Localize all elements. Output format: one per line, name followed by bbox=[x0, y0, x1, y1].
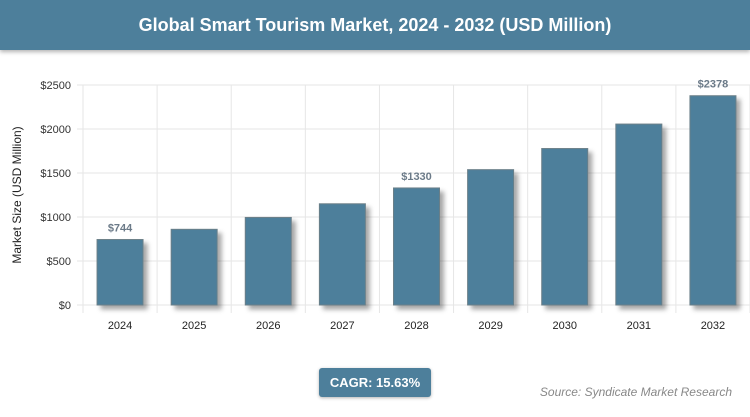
y-tick-label: $500 bbox=[47, 256, 71, 268]
y-tick-label: $2000 bbox=[40, 124, 71, 136]
x-tick-label: 2031 bbox=[627, 320, 651, 332]
bar-2024 bbox=[96, 239, 144, 306]
x-tick-label: 2026 bbox=[256, 320, 280, 332]
bar-chart: $0 $500 $1000 $1500 $2000 $2500 Market Size (U… bbox=[10, 79, 750, 332]
bar-2032 bbox=[689, 95, 737, 306]
bar-2028 bbox=[393, 187, 440, 306]
cagr-badge: CAGR: 15.63% bbox=[319, 368, 431, 397]
y-tick-label: $0 bbox=[59, 300, 71, 312]
y-tick-label: $2500 bbox=[40, 80, 71, 92]
y-tick-label: $1000 bbox=[40, 212, 71, 224]
bar-2027 bbox=[318, 203, 366, 306]
y-axis-label: Market Size (USD Million) bbox=[10, 126, 24, 263]
x-tick-label: 2032 bbox=[701, 320, 725, 332]
x-tick-label: 2027 bbox=[330, 320, 354, 332]
data-label: $1330 bbox=[401, 171, 432, 183]
bar-2030 bbox=[541, 148, 589, 306]
bar-2031 bbox=[615, 123, 663, 306]
x-tick-label: 2024 bbox=[108, 320, 132, 332]
source-note: Source: Syndicate Market Research bbox=[539, 385, 732, 399]
x-tick-label: 2029 bbox=[478, 320, 502, 332]
data-label: $2378 bbox=[698, 79, 729, 91]
chart-title: Global Smart Tourism Market, 2024 - 2032… bbox=[0, 0, 750, 50]
x-tick-label: 2025 bbox=[182, 320, 206, 332]
y-tick-label: $1500 bbox=[40, 168, 71, 180]
x-tick-label: 2028 bbox=[404, 320, 428, 332]
bar-2029 bbox=[467, 169, 515, 306]
x-tick-label: 2030 bbox=[552, 320, 576, 332]
bar-2026 bbox=[244, 216, 292, 306]
data-label: $744 bbox=[108, 223, 133, 235]
bar-2025 bbox=[170, 228, 218, 306]
